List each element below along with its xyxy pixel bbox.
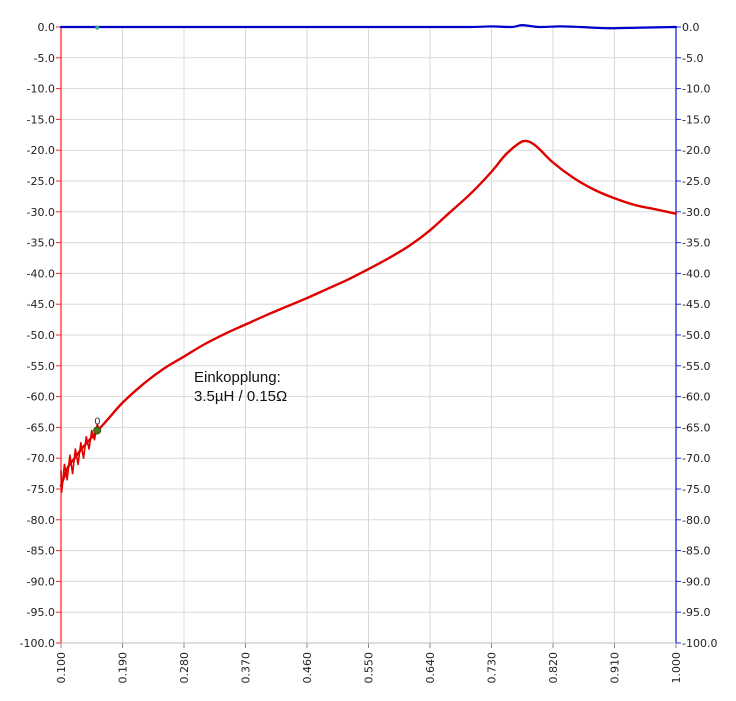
left-y-tick-label: -85.0 [27,545,55,558]
right-y-tick-label: -70.0 [682,452,710,465]
red-series-line [59,139,678,488]
right-y-tick-label: -55.0 [682,360,710,373]
left-y-tick-label: -90.0 [27,575,55,588]
left-y-tick-label: -100.0 [20,637,55,650]
left-y-tick-label: -45.0 [27,298,55,311]
left-y-tick-label: -40.0 [27,267,55,280]
right-y-tick-label: -25.0 [682,175,710,188]
blue-series-marker [95,25,100,30]
right-y-tick-label: -15.0 [682,113,710,126]
right-y-tick-label: -95.0 [682,606,710,619]
left-y-tick-label: -70.0 [27,452,55,465]
x-tick-label: 0.100 [55,652,68,684]
right-y-tick-label: -80.0 [682,514,710,527]
annotation: Einkopplung: 3.5µH / 0.15Ω [194,369,287,405]
right-y-tick-label: -20.0 [682,144,710,157]
annotation-line-2: 3.5µH / 0.15Ω [194,388,287,405]
left-y-tick-label: -20.0 [27,144,55,157]
x-tick-label: 0.730 [486,652,499,684]
right-y-tick-label: -100.0 [682,637,717,650]
data-marker[interactable] [93,426,102,435]
x-tick-label: 0.460 [301,652,314,684]
right-y-tick-label: -10.0 [682,83,710,96]
series-layer [59,24,678,493]
x-tick-label: 1.000 [670,652,683,684]
right-y-tick-label: -45.0 [682,298,710,311]
left-y-tick-label: -65.0 [27,421,55,434]
right-y-tick-label: -40.0 [682,267,710,280]
left-y-tick-label: -35.0 [27,237,55,250]
left-y-tick-label: -95.0 [27,606,55,619]
left-y-tick-label: -55.0 [27,360,55,373]
left-y-tick-label: -10.0 [27,83,55,96]
right-y-tick-label: -30.0 [682,206,710,219]
x-tick-label: 0.640 [424,652,437,684]
x-tick-label: 0.820 [547,652,560,684]
x-tick-label: 0.280 [178,652,191,684]
x-tick-label: 0.370 [240,652,253,684]
left-y-tick-label: -75.0 [27,483,55,496]
x-tick-label: 0.910 [609,652,622,684]
left-y-tick-label: -80.0 [27,514,55,527]
grid [60,26,677,644]
right-y-tick-label: -50.0 [682,329,710,342]
left-y-tick-label: -50.0 [27,329,55,342]
right-y-tick-label: -60.0 [682,391,710,404]
blue-series-line [59,24,678,30]
x-tick-label: 0.190 [117,652,130,684]
right-y-tick-label: -35.0 [682,237,710,250]
left-y-tick-label: 0.0 [38,21,56,34]
right-y-tick-label: -85.0 [682,545,710,558]
left-y-tick-label: -5.0 [34,52,55,65]
marker-layer: 0 [93,416,102,435]
axes: 0.0 -5.0 -10.0 -15.0 -20.0 -25.0 -30.0 -35.0 -40… [20,21,718,684]
right-y-tick-label: -90.0 [682,575,710,588]
marker-label: 0 [94,416,100,427]
red-series-noise [60,423,101,493]
right-y-tick-label: -65.0 [682,421,710,434]
annotation-line-1: Einkopplung: [194,369,281,386]
x-tick-label: 0.550 [363,652,376,684]
left-y-tick-label: -15.0 [27,113,55,126]
left-y-tick-label: -25.0 [27,175,55,188]
right-y-tick-label: 0.0 [682,21,700,34]
right-y-tick-label: -5.0 [682,52,703,65]
left-y-tick-label: -60.0 [27,391,55,404]
right-y-tick-label: -75.0 [682,483,710,496]
left-y-tick-label: -30.0 [27,206,55,219]
